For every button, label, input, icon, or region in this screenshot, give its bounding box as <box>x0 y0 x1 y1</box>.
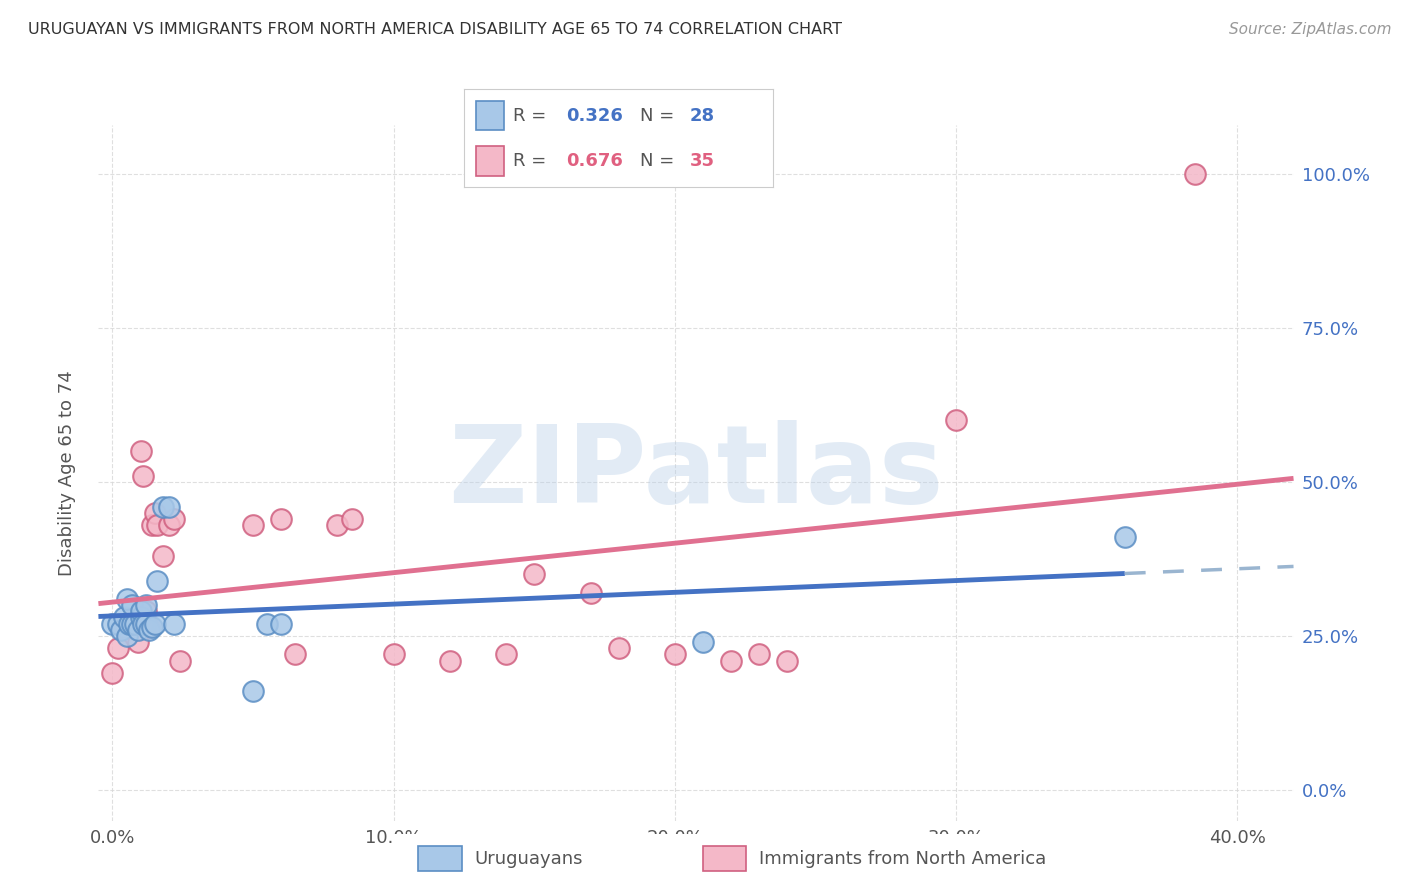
Point <box>121 616 143 631</box>
Text: N =: N = <box>640 152 681 169</box>
Point <box>129 610 152 624</box>
Point <box>138 620 160 634</box>
Point <box>748 648 770 662</box>
Text: Immigrants from North America: Immigrants from North America <box>759 849 1046 868</box>
Point <box>115 592 138 607</box>
Point <box>157 518 180 533</box>
Point <box>107 616 129 631</box>
Point <box>326 518 349 533</box>
Point <box>692 635 714 649</box>
Point <box>495 648 517 662</box>
Point <box>523 567 546 582</box>
Point <box>127 623 149 637</box>
Point <box>284 648 307 662</box>
Point <box>118 616 141 631</box>
Text: Uruguayans: Uruguayans <box>474 849 582 868</box>
Point <box>270 616 292 631</box>
Point <box>439 654 461 668</box>
Point <box>270 512 292 526</box>
Point <box>152 500 174 514</box>
Point <box>141 620 163 634</box>
Y-axis label: Disability Age 65 to 74: Disability Age 65 to 74 <box>58 370 76 575</box>
Point <box>121 616 143 631</box>
Point <box>664 648 686 662</box>
Text: R =: R = <box>513 107 553 125</box>
Point <box>256 616 278 631</box>
Point <box>1114 530 1136 544</box>
Point <box>143 616 166 631</box>
Point <box>157 500 180 514</box>
Point <box>146 518 169 533</box>
Point <box>124 616 146 631</box>
Point <box>112 610 135 624</box>
Text: 35: 35 <box>690 152 714 169</box>
Point <box>152 549 174 563</box>
Point <box>135 604 157 618</box>
Point <box>101 665 124 680</box>
Point <box>163 616 186 631</box>
Text: Source: ZipAtlas.com: Source: ZipAtlas.com <box>1229 22 1392 37</box>
Text: N =: N = <box>640 107 681 125</box>
Point <box>242 518 264 533</box>
Point <box>945 413 967 427</box>
Point <box>169 654 191 668</box>
Text: 0.676: 0.676 <box>567 152 623 169</box>
Point <box>118 616 141 631</box>
Point <box>135 598 157 612</box>
Point <box>110 623 132 637</box>
Point <box>101 616 124 631</box>
Point <box>579 586 602 600</box>
Bar <box>419 847 461 871</box>
Bar <box>477 146 505 176</box>
Point <box>242 684 264 698</box>
Point <box>720 654 742 668</box>
Text: ZIPatlas: ZIPatlas <box>449 420 943 525</box>
Point <box>1184 167 1206 181</box>
Point <box>340 512 363 526</box>
Point <box>115 629 138 643</box>
Point <box>146 574 169 588</box>
Point <box>107 641 129 656</box>
Point <box>127 635 149 649</box>
Point <box>112 620 135 634</box>
Point <box>129 604 152 618</box>
Text: R =: R = <box>513 152 553 169</box>
Text: 28: 28 <box>690 107 714 125</box>
Point <box>135 616 157 631</box>
Point <box>132 616 155 631</box>
Point <box>776 654 799 668</box>
Point <box>129 444 152 458</box>
Bar <box>703 847 747 871</box>
Point <box>124 610 146 624</box>
Point <box>138 623 160 637</box>
Bar <box>477 101 505 130</box>
Point <box>132 468 155 483</box>
Point <box>121 598 143 612</box>
Point <box>143 506 166 520</box>
Text: URUGUAYAN VS IMMIGRANTS FROM NORTH AMERICA DISABILITY AGE 65 TO 74 CORRELATION C: URUGUAYAN VS IMMIGRANTS FROM NORTH AMERI… <box>28 22 842 37</box>
Point <box>382 648 405 662</box>
Text: 0.326: 0.326 <box>567 107 623 125</box>
Point <box>163 512 186 526</box>
Point <box>141 518 163 533</box>
Point <box>607 641 630 656</box>
